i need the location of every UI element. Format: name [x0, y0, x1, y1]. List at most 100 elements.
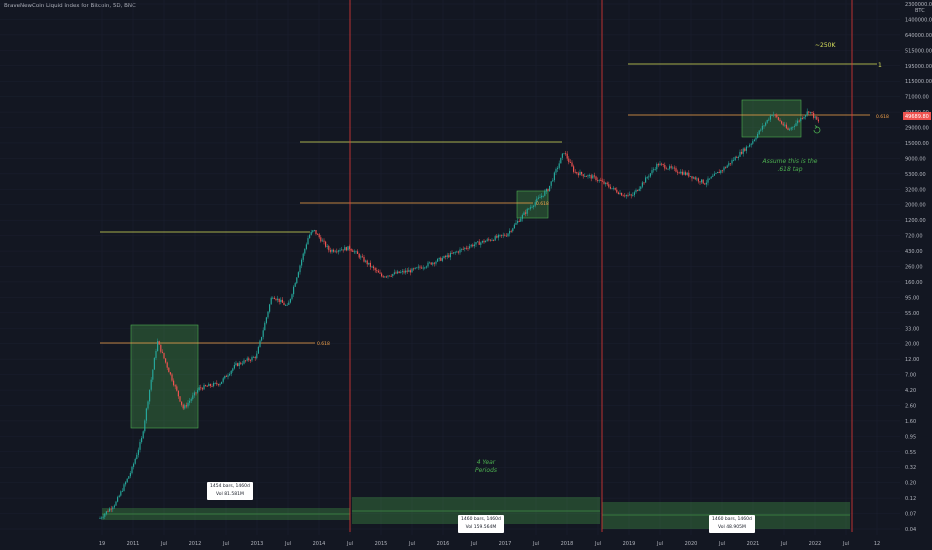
- candle-body: [150, 379, 152, 390]
- candle-body: [782, 123, 784, 126]
- candle-body: [633, 192, 635, 196]
- grid: [0, 0, 900, 535]
- candle-body: [232, 368, 234, 371]
- candle-body: [288, 302, 290, 305]
- candle-body: [424, 267, 426, 269]
- candle-body: [422, 267, 424, 269]
- candle-body: [373, 266, 375, 269]
- candle-body: [779, 119, 781, 122]
- candle-body: [709, 178, 711, 180]
- candle-body: [265, 317, 267, 323]
- x-tick-label: 2013: [251, 541, 264, 547]
- candle-body: [419, 266, 421, 268]
- candle-body: [267, 311, 269, 318]
- candle-body: [206, 386, 208, 387]
- x-tick-label: 19: [99, 541, 105, 547]
- candle-body: [449, 253, 451, 258]
- candle-body: [617, 192, 619, 195]
- candle-body: [152, 369, 154, 380]
- candle-body: [493, 239, 495, 241]
- candle-body: [808, 111, 810, 113]
- candle-body: [486, 239, 488, 241]
- candle-body: [800, 118, 802, 121]
- candle-body: [459, 249, 461, 253]
- candle-body: [454, 252, 456, 254]
- candle-body: [515, 222, 517, 225]
- candle-body: [133, 463, 135, 467]
- candle-body: [645, 177, 647, 183]
- chart-title: BraveNewCoin Liquid Index for Bitcoin, 5…: [4, 3, 136, 9]
- candle-body: [357, 251, 359, 254]
- y-tick-label: 20.00: [905, 342, 919, 348]
- candle-body: [651, 170, 653, 174]
- candle-body: [187, 402, 189, 407]
- candle-body: [734, 157, 736, 160]
- x-tick-label: 2017: [499, 541, 512, 547]
- candle-body: [667, 168, 669, 170]
- candle-body: [664, 164, 666, 169]
- candle-body: [328, 246, 330, 251]
- y-tick-label: 2000.00: [905, 203, 926, 209]
- candle-body: [190, 398, 192, 401]
- y-tick-label: 0.95: [905, 434, 916, 440]
- candle-body: [110, 508, 112, 510]
- x-tick-label: 2016: [437, 541, 450, 547]
- candle-body: [654, 169, 656, 171]
- candle-body: [301, 259, 303, 266]
- y-tick-label: 195000.00: [905, 64, 932, 70]
- candle-body: [331, 249, 333, 252]
- candle-body: [619, 192, 621, 195]
- y-tick-label: 9000.00: [905, 156, 926, 162]
- candle-body: [790, 127, 792, 130]
- candle-body: [325, 241, 327, 247]
- candle-body: [320, 237, 322, 242]
- candle-body: [673, 167, 675, 169]
- range-vol-text: Vol 48.905M: [718, 525, 746, 530]
- candle-body: [701, 179, 703, 183]
- candle-body: [635, 189, 637, 193]
- candle-body: [134, 458, 136, 464]
- candle-body: [237, 363, 239, 367]
- candle-body: [733, 159, 735, 161]
- candle-body: [448, 255, 450, 258]
- candle-body: [131, 466, 133, 474]
- candle-body: [704, 183, 706, 185]
- candle-body: [121, 490, 123, 492]
- candle-body: [118, 495, 120, 498]
- x-tick-label: Jul: [346, 541, 353, 547]
- candle-body: [742, 148, 744, 154]
- candle-body: [427, 262, 429, 267]
- candle-body: [304, 248, 306, 254]
- candle-body: [504, 234, 506, 236]
- y-tick-label: 720.00: [905, 234, 923, 240]
- candle-body: [443, 256, 445, 259]
- candle-body: [253, 356, 255, 358]
- x-tick-label: 2014: [313, 541, 326, 547]
- candle-body: [230, 370, 232, 374]
- candle-body: [510, 230, 512, 232]
- candle-body: [577, 173, 579, 176]
- y-tick-label: 0.07: [905, 512, 916, 518]
- candle-body: [544, 191, 546, 196]
- x-tick-label: Jul: [470, 541, 477, 547]
- range-measure-label: 1460 bars, 1460d Vol 159.564M: [458, 515, 504, 533]
- x-tick-label: 2015: [375, 541, 388, 547]
- candle-body: [461, 248, 463, 250]
- candle-body: [349, 246, 351, 250]
- candle-body: [609, 186, 611, 189]
- candle-body: [534, 202, 536, 206]
- y-tick-label: 430.00: [905, 249, 923, 255]
- candle-body: [640, 186, 642, 189]
- candle-body: [451, 253, 453, 254]
- candle-body: [643, 182, 645, 184]
- x-tick-label: Jul: [532, 541, 539, 547]
- candle-body: [129, 473, 131, 477]
- candle-body: [128, 476, 130, 479]
- y-tick-label: 1400000.00: [905, 17, 932, 23]
- candle-body: [675, 168, 677, 172]
- candle-body: [179, 396, 181, 402]
- y-currency-label: BTC: [915, 8, 925, 14]
- fib-label: 0.618: [536, 201, 549, 207]
- candle-body: [776, 114, 778, 118]
